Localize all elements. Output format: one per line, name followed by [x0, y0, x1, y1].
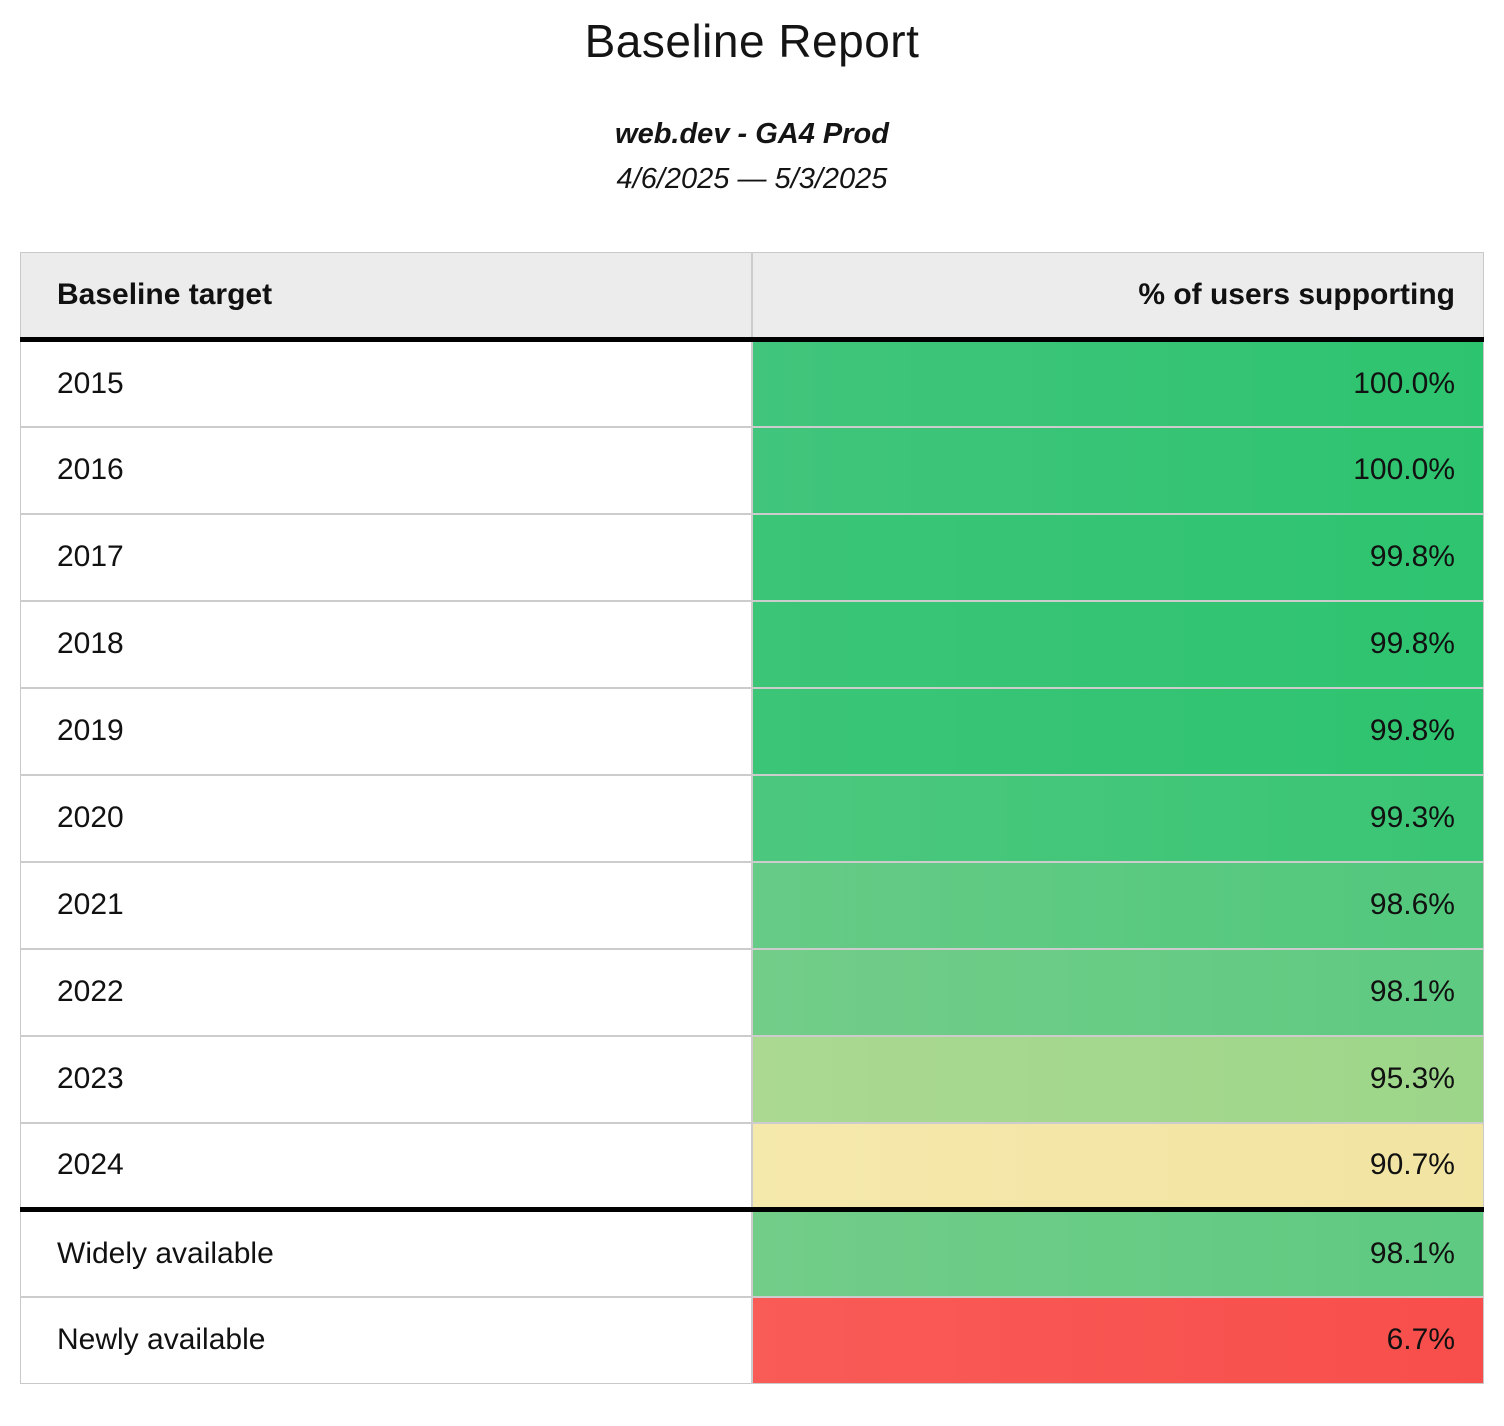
baseline-target-label: 2023 — [20, 1034, 753, 1123]
table-row: 2016 100.0% — [20, 425, 1484, 514]
support-percentage-cell: 6.7% — [752, 1295, 1484, 1384]
table-body: 2015 100.0% 2016 100.0% 2017 99.8% 2018 99.8% 20… — [20, 339, 1484, 1384]
table-row: 2018 99.8% — [20, 599, 1484, 688]
support-percentage-cell: 99.3% — [752, 773, 1484, 862]
table-row: 2022 98.1% — [20, 947, 1484, 1036]
baseline-target-label: 2024 — [20, 1121, 753, 1210]
column-header-baseline-target: Baseline target — [20, 252, 753, 342]
column-header-percent-users-supporting: % of users supporting — [752, 252, 1484, 342]
baseline-target-label: 2015 — [20, 339, 753, 427]
support-percentage-cell: 100.0% — [752, 425, 1484, 514]
support-percentage-cell: 99.8% — [752, 512, 1484, 601]
table-row: 2019 99.8% — [20, 686, 1484, 775]
report-header: Baseline Report web.dev - GA4 Prod 4/6/2… — [0, 14, 1504, 196]
page-title: Baseline Report — [584, 15, 920, 67]
report-source-subtitle: web.dev - GA4 Prod — [615, 118, 889, 150]
baseline-target-label: Newly available — [20, 1295, 753, 1384]
support-percentage-cell: 99.8% — [752, 686, 1484, 775]
support-percentage-cell: 90.7% — [752, 1121, 1484, 1210]
table-row: 2024 90.7% — [20, 1121, 1484, 1210]
baseline-target-label: 2019 — [20, 686, 753, 775]
baseline-support-table: Baseline target % of users supporting 20… — [20, 252, 1484, 1384]
support-percentage-cell: 99.8% — [752, 599, 1484, 688]
baseline-target-label: 2018 — [20, 599, 753, 688]
report-date-range: 4/6/2025 — 5/3/2025 — [616, 163, 888, 195]
table-row: Widely available 98.1% — [20, 1207, 1484, 1297]
support-percentage-cell: 100.0% — [752, 339, 1484, 427]
table-header: Baseline target % of users supporting — [20, 252, 1484, 342]
baseline-target-label: 2017 — [20, 512, 753, 601]
baseline-target-label: 2020 — [20, 773, 753, 862]
support-percentage-cell: 95.3% — [752, 1034, 1484, 1123]
support-percentage-cell: 98.6% — [752, 860, 1484, 949]
table-header-row: Baseline target % of users supporting — [20, 252, 1484, 342]
table-row: Newly available 6.7% — [20, 1295, 1484, 1384]
support-percentage-cell: 98.1% — [752, 1207, 1484, 1297]
baseline-target-label: Widely available — [20, 1207, 753, 1297]
baseline-target-label: 2022 — [20, 947, 753, 1036]
baseline-target-label: 2021 — [20, 860, 753, 949]
table-row: 2020 99.3% — [20, 773, 1484, 862]
table-row: 2021 98.6% — [20, 860, 1484, 949]
table-row: 2023 95.3% — [20, 1034, 1484, 1123]
table-row: 2015 100.0% — [20, 339, 1484, 427]
support-percentage-cell: 98.1% — [752, 947, 1484, 1036]
baseline-target-label: 2016 — [20, 425, 753, 514]
table-row: 2017 99.8% — [20, 512, 1484, 601]
